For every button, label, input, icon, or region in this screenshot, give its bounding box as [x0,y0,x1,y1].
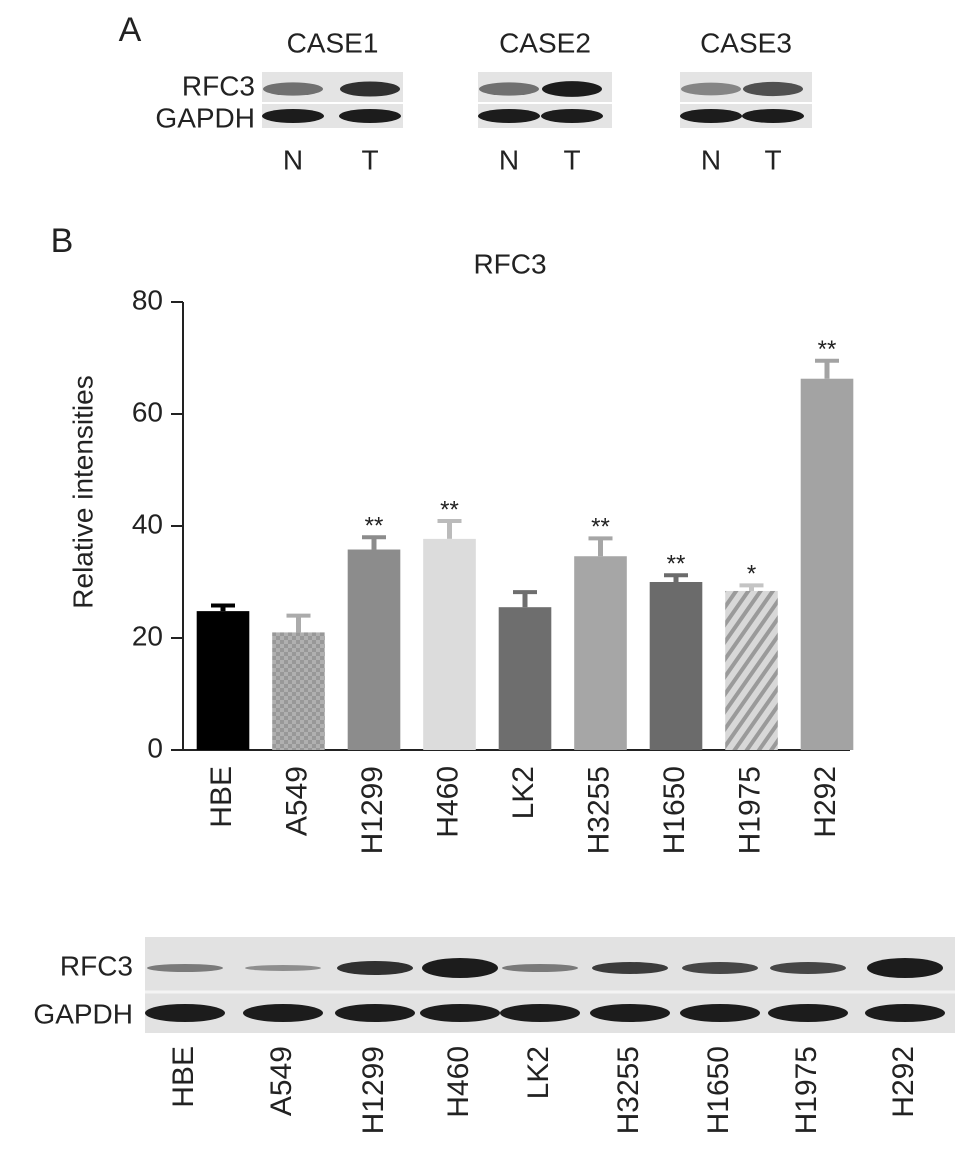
lane-label: LK2 [522,1046,555,1099]
significance: ** [591,514,610,541]
significance: ** [818,336,837,363]
case-title: CASE1 [287,27,379,58]
significance: ** [365,513,384,540]
band [867,958,943,978]
x-tick-label: H1299 [356,766,389,854]
y-axis-label: Relative intensities [67,375,98,608]
band [743,81,803,97]
band [478,109,540,123]
row-label: GAPDH [155,102,255,133]
band [681,82,741,96]
x-tick-label: HBE [205,766,238,828]
x-tick-label: H1975 [733,766,766,854]
lane-label: N [283,144,303,175]
lane-label: H292 [887,1046,920,1118]
lane-label: H1650 [702,1046,735,1134]
row-label: RFC3 [182,70,255,101]
bar [649,582,703,750]
band [590,1004,670,1022]
bar [498,607,552,750]
band [145,1004,225,1022]
lane-label: T [361,144,378,175]
band [682,962,758,974]
bar [800,378,854,750]
band [335,1004,415,1022]
band [243,1004,323,1022]
band [742,109,804,123]
band [340,81,400,97]
row-label: GAPDH [33,998,133,1029]
lane-label: T [563,144,580,175]
band [420,1004,500,1022]
band [262,109,324,123]
x-tick-label: A549 [280,766,313,836]
band [147,964,223,972]
band [263,82,323,96]
band [245,965,321,971]
band [768,1004,848,1022]
significance: ** [440,496,459,523]
band [592,962,668,974]
y-tick-label: 20 [132,620,163,651]
band [865,1004,945,1022]
band [337,961,413,975]
lane-label: T [764,144,781,175]
x-tick-label: LK2 [507,766,540,819]
panel-label: B [51,222,74,260]
bar [272,632,325,750]
band [542,81,602,97]
band [680,1004,760,1022]
band [339,109,401,123]
bar [347,549,401,750]
lane-label: N [701,144,721,175]
y-tick-label: 40 [132,508,163,539]
band [479,82,539,96]
lane-label: H1975 [790,1046,823,1134]
band [541,109,603,123]
case-title: CASE2 [499,27,591,58]
lane-label: H1299 [357,1046,390,1134]
case-title: CASE3 [700,27,792,58]
chart-title: RFC3 [473,248,546,279]
panel-label: A [119,11,142,49]
bar [725,590,778,750]
lane-label: N [499,144,519,175]
x-tick-label: H1650 [658,766,691,854]
x-tick-label: H292 [809,766,842,838]
band [500,1004,580,1022]
row-label: RFC3 [60,950,133,981]
band [502,964,578,972]
lane-label: H3255 [612,1046,645,1134]
y-tick-label: 60 [132,396,163,427]
lane-label: HBE [167,1046,200,1108]
bar [423,538,476,750]
significance: ** [667,551,686,578]
x-tick-label: H460 [431,766,464,838]
lane-label: H460 [442,1046,475,1118]
lane-label: A549 [265,1046,298,1116]
significance: * [747,561,756,588]
y-tick-label: 0 [147,732,163,763]
band [422,958,498,978]
x-tick-label: H3255 [582,766,615,854]
band [680,109,742,123]
y-tick-label: 80 [132,284,163,315]
bar [196,611,250,750]
bar [574,556,627,750]
band [770,962,846,974]
